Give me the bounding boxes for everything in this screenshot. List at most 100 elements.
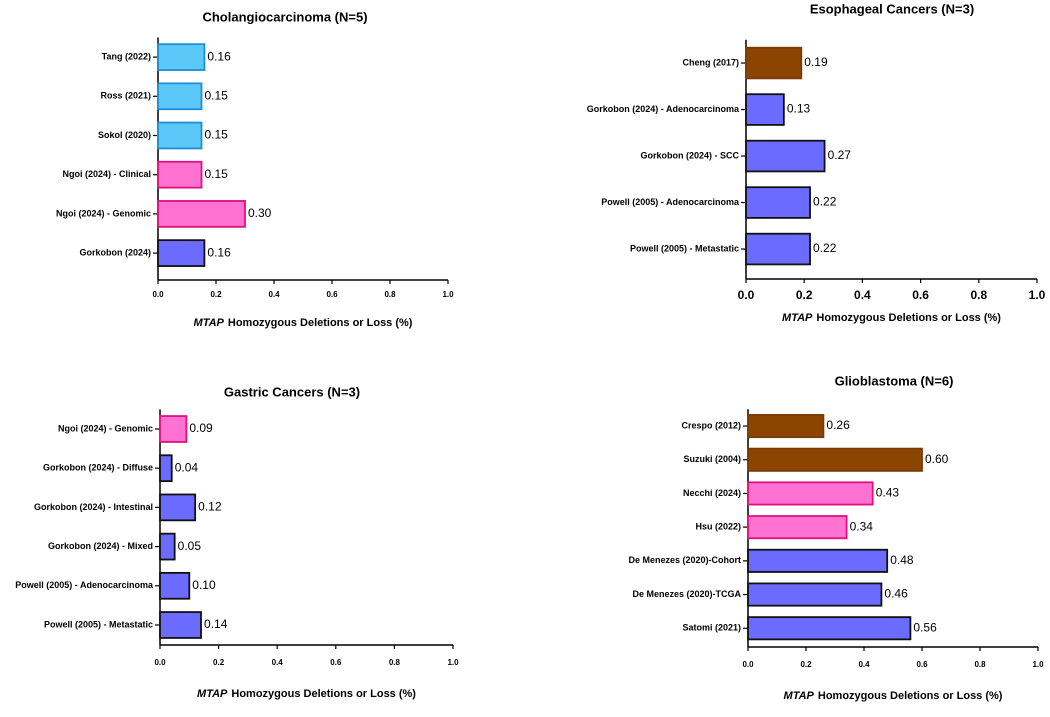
- x-tick-label: 0.4: [854, 288, 871, 302]
- chart-panel: Cholangiocarcinoma (N=5) 0.0 0.2 0.4 0.6 0.8 1…: [56, 9, 454, 328]
- y-tick-label: Necchi (2024): [683, 488, 741, 498]
- y-tick-label: Suzuki (2004): [683, 454, 741, 464]
- y-tick-label: Gorkobon (2024) - Mixed: [48, 541, 153, 551]
- bar: [157, 200, 246, 228]
- x-tick-label: 1.0: [447, 658, 459, 667]
- value-label: 0.27: [828, 148, 852, 162]
- x-tick-label: 1.0: [442, 290, 454, 299]
- bar: [747, 414, 825, 439]
- value-label: 0.10: [192, 578, 216, 592]
- y-tick-label: De Menezes (2020)-Cohort: [628, 555, 741, 565]
- x-tick-label: 0.8: [974, 660, 986, 669]
- y-tick-label: Ross (2021): [100, 91, 151, 101]
- x-axis-label-text: Homozygous Deletions or Loss (%): [818, 690, 1003, 702]
- bar: [157, 43, 206, 71]
- x-axis-label-text: Homozygous Deletions or Loss (%): [228, 317, 413, 329]
- bar: [745, 186, 811, 219]
- chart-title: Esophageal Cancers (N=3): [810, 1, 974, 16]
- y-tick-label: Hsu (2022): [695, 522, 741, 532]
- x-tick-label: 0.6: [916, 660, 928, 669]
- value-label: 0.13: [787, 102, 811, 116]
- chart-panel: Esophageal Cancers (N=3) 0.0 0.2 0.4 0.6 0.8 1…: [587, 1, 1046, 323]
- bar: [745, 232, 811, 266]
- x-tick-label: 0.6: [326, 290, 338, 299]
- bar: [747, 481, 874, 506]
- value-label: 0.60: [925, 452, 949, 466]
- y-tick-label: Powell (2005) - Metastatic: [630, 243, 739, 253]
- x-tick-label: 0.8: [389, 658, 401, 667]
- x-tick-label: 0.4: [858, 660, 870, 669]
- bar: [157, 160, 203, 189]
- x-axis-label: MTAP Homozygous Deletions or Loss (%): [784, 690, 1003, 702]
- value-label: 0.14: [204, 617, 228, 631]
- y-tick-label: Gorkobon (2024) - SCC: [640, 150, 739, 160]
- y-tick-label: Ngoi (2024) - Genomic: [56, 208, 151, 218]
- chart-title: Cholangiocarcinoma (N=5): [202, 9, 367, 24]
- y-tick-label: De Menezes (2020)-TCGA: [632, 589, 741, 599]
- x-axis-label-italic: MTAP: [197, 688, 228, 700]
- value-label: 0.16: [207, 49, 231, 63]
- bar: [747, 616, 912, 641]
- y-tick-label: Sokol (2020): [98, 130, 151, 140]
- x-axis-label-text: Homozygous Deletions or Loss (%): [231, 688, 416, 700]
- bar: [159, 454, 173, 483]
- value-label: 0.56: [913, 620, 937, 634]
- x-tick-label: 0.0: [742, 660, 754, 669]
- value-label: 0.15: [205, 128, 229, 142]
- x-tick-label: 0.4: [268, 290, 280, 299]
- y-tick-label: Powell (2005) - Adenocarcinoma: [15, 580, 154, 590]
- x-tick-label: 0.8: [384, 290, 396, 299]
- value-label: 0.34: [850, 519, 874, 533]
- bar: [159, 571, 191, 600]
- x-axis-label-italic: MTAP: [194, 317, 225, 329]
- x-axis-label-italic: MTAP: [782, 312, 813, 324]
- x-axis-label: MTAP Homozygous Deletions or Loss (%): [782, 312, 1001, 324]
- y-tick-label: Cheng (2017): [682, 57, 739, 67]
- value-label: 0.43: [876, 486, 900, 500]
- x-tick-label: 0.2: [796, 288, 813, 302]
- value-label: 0.46: [884, 587, 908, 601]
- x-axis-label-italic: MTAP: [784, 690, 815, 702]
- y-tick-label: Powell (2005) - Metastatic: [44, 619, 153, 629]
- x-axis-label: MTAP Homozygous Deletions or Loss (%): [194, 317, 413, 329]
- bar: [747, 582, 883, 607]
- bar: [745, 139, 826, 173]
- x-tick-label: 1.0: [1029, 288, 1046, 302]
- bar: [745, 46, 803, 80]
- x-tick-label: 0.0: [152, 290, 164, 299]
- bar: [159, 493, 197, 522]
- value-label: 0.30: [248, 206, 272, 220]
- chart-panel: Gastric Cancers (N=3) 0.0 0.2 0.4 0.6 0.8 1.0 N…: [15, 384, 459, 699]
- y-tick-label: Crespo (2012): [681, 420, 741, 430]
- x-tick-label: 1.0: [1032, 660, 1044, 669]
- x-tick-label: 0.2: [210, 290, 222, 299]
- bar: [159, 611, 202, 639]
- y-tick-label: Satomi (2021): [682, 623, 741, 633]
- y-tick-label: Gorkobon (2024) - Adenocarcinoma: [587, 104, 740, 114]
- value-label: 0.09: [189, 421, 213, 435]
- x-axis-label: MTAP Homozygous Deletions or Loss (%): [197, 688, 416, 700]
- x-tick-label: 0.0: [738, 288, 755, 302]
- x-tick-label: 0.0: [154, 658, 166, 667]
- value-label: 0.26: [826, 418, 850, 432]
- y-tick-label: Ngoi (2024) - Genomic: [58, 423, 153, 433]
- y-tick-label: Ngoi (2024) - Clinical: [62, 169, 151, 179]
- value-label: 0.16: [207, 245, 231, 259]
- y-tick-label: Tang (2022): [102, 51, 151, 61]
- value-label: 0.48: [890, 553, 914, 567]
- bar: [159, 532, 176, 561]
- bar: [157, 121, 203, 150]
- bar: [745, 93, 785, 126]
- x-tick-label: 0.4: [272, 658, 284, 667]
- y-tick-label: Gorkobon (2024): [79, 247, 151, 257]
- value-label: 0.19: [804, 55, 828, 69]
- bar: [747, 447, 923, 472]
- bar: [747, 548, 889, 573]
- value-label: 0.12: [198, 500, 222, 514]
- value-label: 0.05: [178, 539, 202, 553]
- x-tick-label: 0.2: [213, 658, 225, 667]
- y-tick-label: Gorkobon (2024) - Intestinal: [34, 502, 153, 512]
- y-tick-label: Powell (2005) - Adenocarcinoma: [601, 197, 740, 207]
- x-tick-label: 0.8: [970, 288, 987, 302]
